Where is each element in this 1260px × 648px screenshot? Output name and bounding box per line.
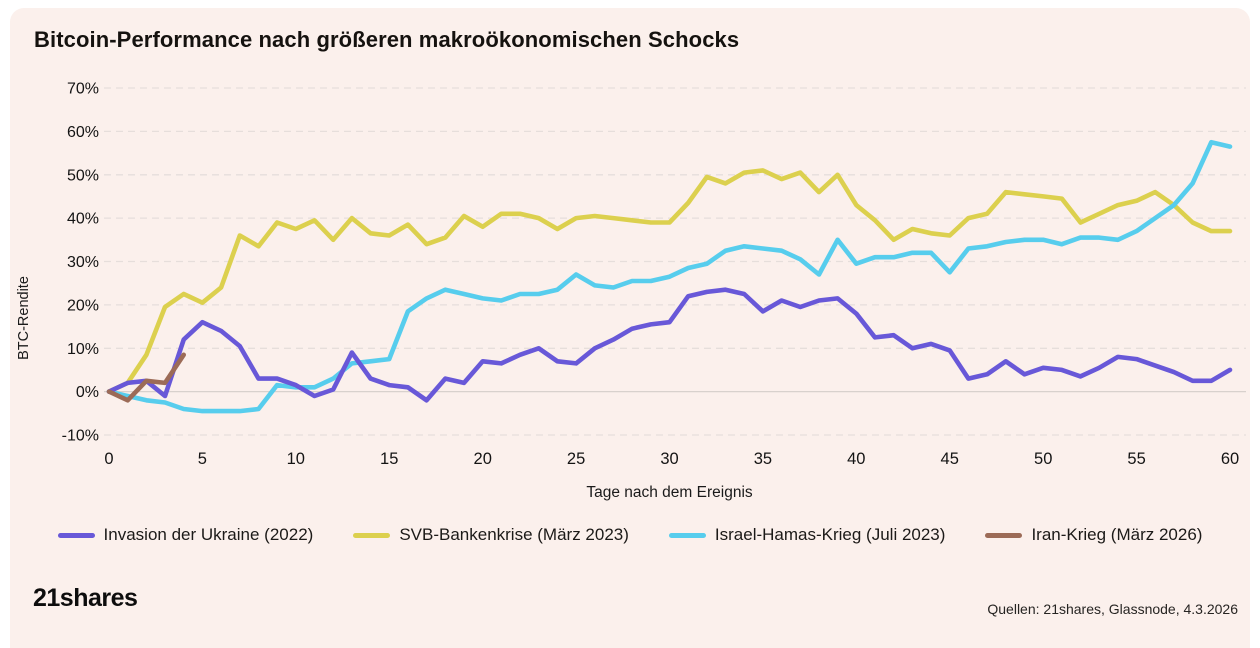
- legend-line-marker-icon: [353, 532, 391, 538]
- x-tick-label: 10: [287, 450, 305, 468]
- legend-label: Iran-Krieg (März 2026): [1031, 525, 1203, 544]
- x-axis-title: Tage nach dem Ereignis: [586, 484, 753, 501]
- x-tick-label: 0: [104, 450, 113, 468]
- legend-item-3: Iran-Krieg (März 2026): [985, 525, 1202, 545]
- y-tick-label: 20%: [67, 297, 99, 314]
- legend-line-marker-icon: [57, 532, 95, 538]
- series-line-0: [106, 287, 1233, 403]
- x-tick-label: 5: [198, 450, 207, 468]
- line-chart: 70% 60% 50% 40% 30% 20% 10% 0% -10% 0 5 10 15 20 25 30 3…: [16, 81, 1246, 501]
- legend-item-2: Israel-Hamas-Krieg (Juli 2023): [668, 525, 946, 545]
- y-tick-label: 10%: [67, 341, 99, 358]
- x-tick-label: 20: [474, 450, 492, 468]
- x-tick-label: 35: [754, 450, 772, 468]
- x-tick-label: 15: [380, 450, 398, 468]
- y-tick-label: 30%: [67, 254, 99, 271]
- chart-title: Bitcoin-Performance nach größeren makroö…: [34, 27, 740, 52]
- y-tick-label: 50%: [67, 167, 99, 184]
- legend-line-marker-icon: [668, 532, 706, 538]
- y-tick-label: 60%: [67, 124, 99, 141]
- series-line-3: [106, 352, 186, 403]
- x-tick-label: 30: [660, 450, 678, 468]
- y-tick-label: 70%: [67, 81, 99, 98]
- x-tick-label: 55: [1127, 450, 1145, 468]
- legend-line-marker-icon: [985, 532, 1023, 538]
- legend-label: SVB-Bankenkrise (März 2023): [399, 525, 629, 544]
- series-line-1: [106, 168, 1233, 394]
- legend-label: Invasion der Ukraine (2022): [103, 525, 314, 544]
- x-tick-label: 60: [1221, 450, 1239, 468]
- legend-item-0: Invasion der Ukraine (2022): [57, 525, 314, 545]
- y-tick-label: -10%: [62, 428, 99, 445]
- source-attribution: Quellen: 21shares, Glassnode, 4.3.2026: [987, 601, 1238, 617]
- x-tick-label: 25: [567, 450, 585, 468]
- y-axis-title: BTC-Rendite: [16, 276, 32, 360]
- legend-item-1: SVB-Bankenkrise (März 2023): [353, 525, 629, 545]
- brand-logo: 21shares: [33, 584, 138, 612]
- x-tick-label: 50: [1034, 450, 1052, 468]
- y-tick-label: 0%: [76, 384, 99, 401]
- legend-label: Israel-Hamas-Krieg (Juli 2023): [714, 525, 946, 544]
- y-tick-label: 40%: [67, 211, 99, 228]
- legend: Invasion der Ukraine (2022) SVB-Bankenkri…: [0, 525, 1260, 545]
- x-tick-label: 40: [847, 450, 865, 468]
- x-tick-label: 45: [941, 450, 959, 468]
